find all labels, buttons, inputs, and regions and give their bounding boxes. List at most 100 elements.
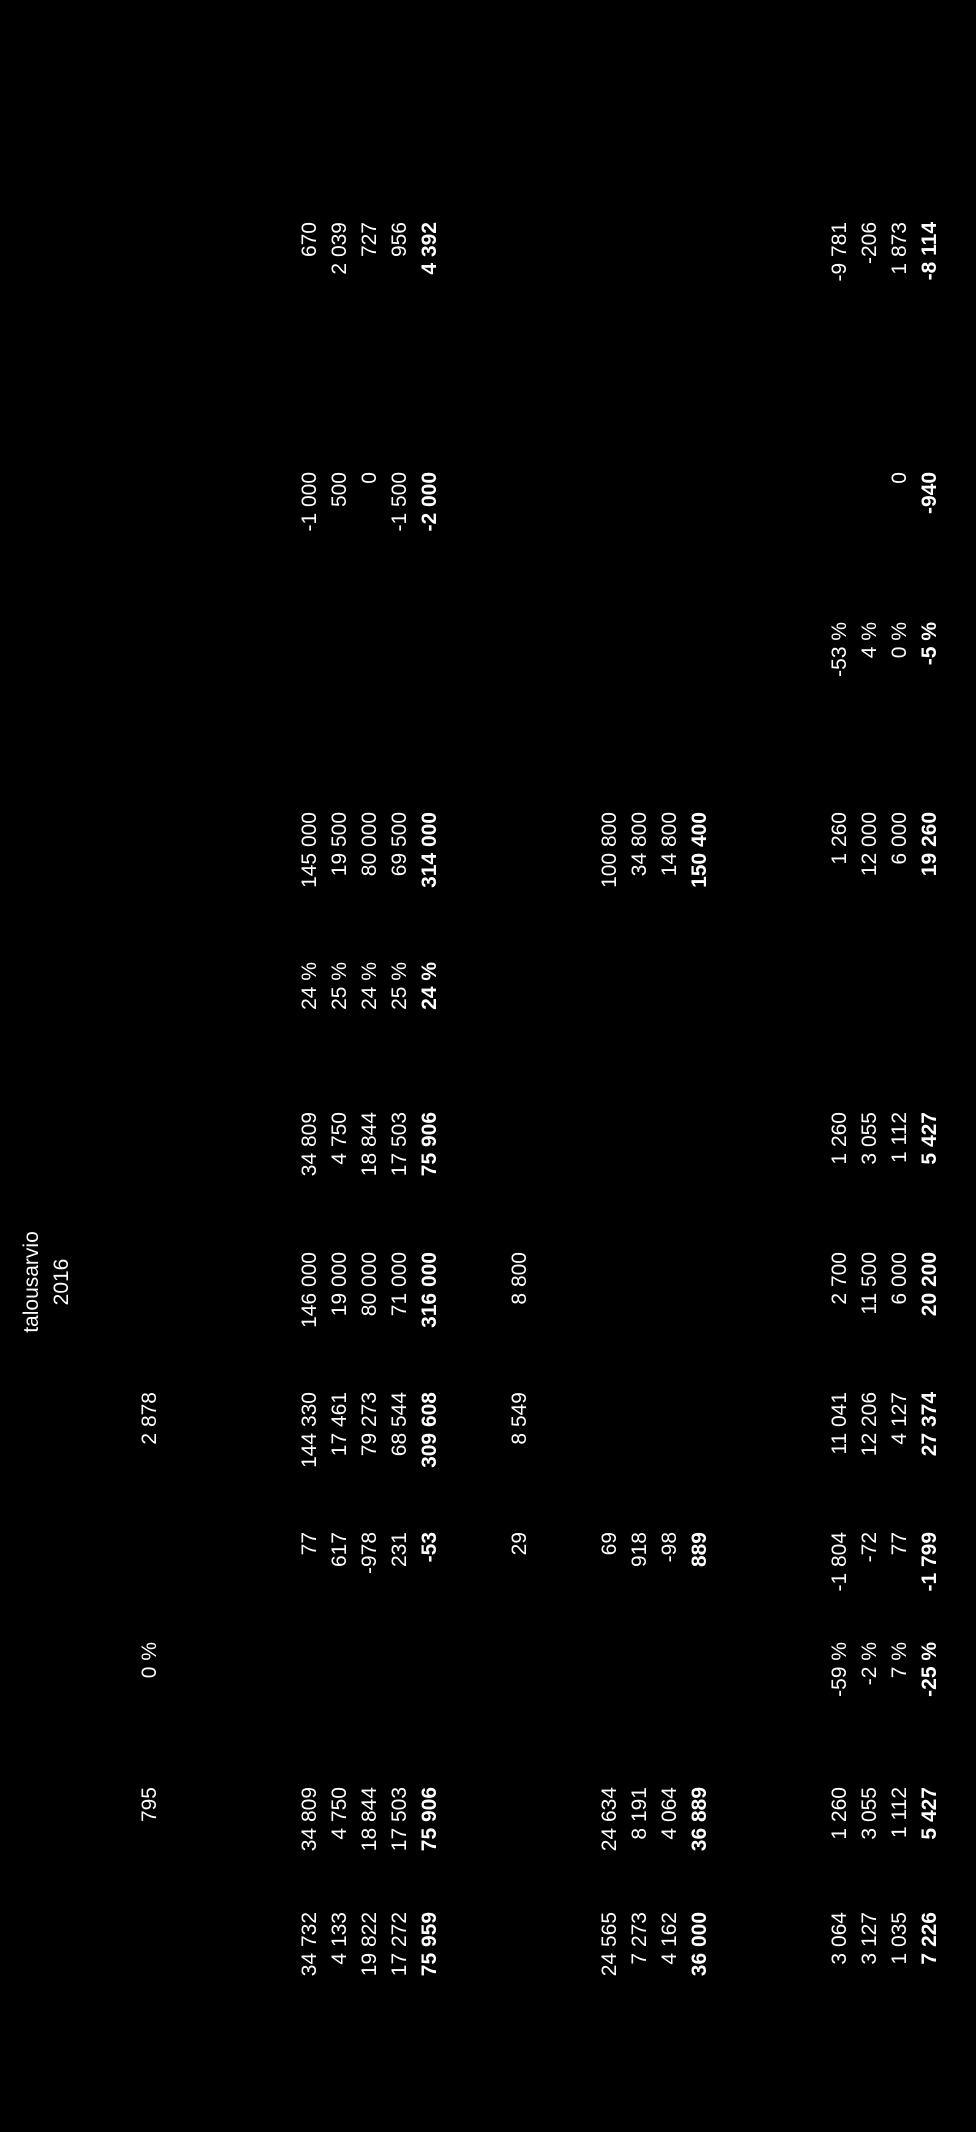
table-cell: 80 000	[358, 1252, 381, 1317]
table-cell: 0 %	[888, 622, 911, 659]
table-cell: -53 %	[828, 622, 851, 677]
table-cell: 144 330	[298, 1392, 321, 1468]
table-cell: 617	[328, 1532, 351, 1568]
table-cell: 14 800	[658, 812, 681, 877]
table-cell: 727	[358, 222, 381, 258]
table-cell: 4 750	[328, 1112, 351, 1165]
table-cell: 24 634	[598, 1787, 621, 1852]
table-cell: 0 %	[138, 1642, 161, 1679]
table-cell: 4 127	[888, 1392, 911, 1445]
table-cell: 4 064	[658, 1787, 681, 1840]
table-cell: 18 844	[358, 1112, 381, 1177]
table-cell: 25 %	[328, 962, 351, 1010]
table-cell: 3 055	[858, 1787, 881, 1840]
table-cell: 500	[328, 472, 351, 508]
table-cell: 5 427	[918, 1112, 941, 1165]
table-cell: 5 427	[918, 1787, 941, 1840]
table-cell: -1 500	[388, 472, 411, 532]
table-cell: 2 878	[138, 1392, 161, 1445]
table-cell: 1 112	[888, 1112, 911, 1163]
table-cell: -206	[858, 222, 881, 265]
header-year: 2016	[50, 1258, 73, 1306]
table-cell: -72	[858, 1532, 881, 1563]
table-cell: -98	[658, 1532, 681, 1563]
table-cell: 20 200	[918, 1252, 941, 1317]
table-cell: 79 273	[358, 1392, 381, 1457]
table-cell: -978	[358, 1532, 381, 1575]
table-cell: 145 000	[298, 812, 321, 888]
table-cell: -2 000	[418, 472, 441, 532]
table-cell: 6 000	[888, 1252, 911, 1305]
table-cell: 316 000	[418, 1252, 441, 1328]
table-cell: 4 %	[858, 622, 881, 659]
table-cell: 100 800	[598, 812, 621, 888]
table-cell: 889	[688, 1532, 711, 1568]
table-cell: 795	[138, 1787, 161, 1823]
table-cell: 8 549	[508, 1392, 531, 1445]
table-cell: 12 206	[858, 1392, 881, 1457]
table-cell: 34 809	[298, 1112, 321, 1177]
table-cell: -8 114	[918, 222, 941, 281]
table-cell: 34 800	[628, 812, 651, 877]
table-cell: 231	[388, 1532, 411, 1568]
table-cell: 18 844	[358, 1787, 381, 1852]
table-cell: 19 000	[328, 1252, 351, 1317]
table-cell: 4 750	[328, 1787, 351, 1840]
table-cell: 29	[508, 1532, 531, 1556]
table-cell: 34 809	[298, 1787, 321, 1852]
table-cell: 69 500	[388, 812, 411, 877]
table-cell: 4 392	[418, 222, 441, 275]
table-cell: 71 000	[388, 1252, 411, 1317]
table-cell: 68 544	[388, 1392, 411, 1457]
table-cell: 1 260	[828, 1112, 851, 1165]
table-cell: 75 906	[418, 1787, 441, 1852]
table-cell: -1 799	[918, 1532, 941, 1592]
header-title: talousarvio	[20, 1231, 43, 1333]
table-cell: 670	[298, 222, 321, 258]
table-cell: 77	[298, 1532, 321, 1556]
table-cell: 25 %	[388, 962, 411, 1010]
table-cell: 11 500	[858, 1252, 881, 1315]
table-cell: 24 %	[418, 962, 441, 1010]
table-cell: 918	[628, 1532, 651, 1568]
table-cell: 8 800	[508, 1252, 531, 1305]
table-cell: 0	[358, 472, 381, 484]
table-cell: -5 %	[918, 622, 941, 666]
table-cell: -9 781	[828, 222, 851, 282]
table-cell: 27 374	[918, 1392, 941, 1457]
table-cell: 77	[888, 1532, 911, 1556]
table-cell: -1 804	[828, 1532, 851, 1592]
table-cell: 1 260	[828, 1787, 851, 1840]
table-cell: 1 260	[828, 812, 851, 865]
table-cell: 2 039	[328, 222, 351, 275]
table-cell: 17 503	[388, 1112, 411, 1177]
table-cell: 8 191	[628, 1787, 651, 1840]
table-cell: 11 041	[828, 1392, 851, 1455]
table-cell: 12 000	[858, 812, 881, 877]
table-cell: 75 906	[418, 1112, 441, 1177]
table-cell: 1 873	[888, 222, 911, 275]
table-cell: 309 608	[418, 1392, 441, 1468]
table-cell: -53	[418, 1532, 441, 1563]
table-cell: 150 400	[688, 812, 711, 888]
table-cell: 17 503	[388, 1787, 411, 1852]
table-cell: 6 000	[888, 812, 911, 865]
table-cell: 956	[388, 222, 411, 258]
table-cell: 314 000	[418, 812, 441, 888]
table-cell: 80 000	[358, 812, 381, 877]
table-cell: 3 055	[858, 1112, 881, 1165]
table-cell: 146 000	[298, 1252, 321, 1328]
table-cell: 0	[888, 472, 911, 484]
table-cell: 19 500	[328, 812, 351, 877]
table-cell: -1 000	[298, 472, 321, 532]
table-cell: 24 %	[298, 962, 321, 1010]
table-cell: -940	[918, 472, 941, 515]
table-cell: 36 889	[688, 1787, 711, 1852]
table-cell: 19 260	[918, 812, 941, 877]
table-cell: 1 112	[888, 1787, 911, 1838]
table-cell: 24 %	[358, 962, 381, 1010]
table-cell: 69	[598, 1532, 621, 1556]
table-cell: 17 461	[328, 1392, 351, 1457]
table-cell: 2 700	[828, 1252, 851, 1305]
